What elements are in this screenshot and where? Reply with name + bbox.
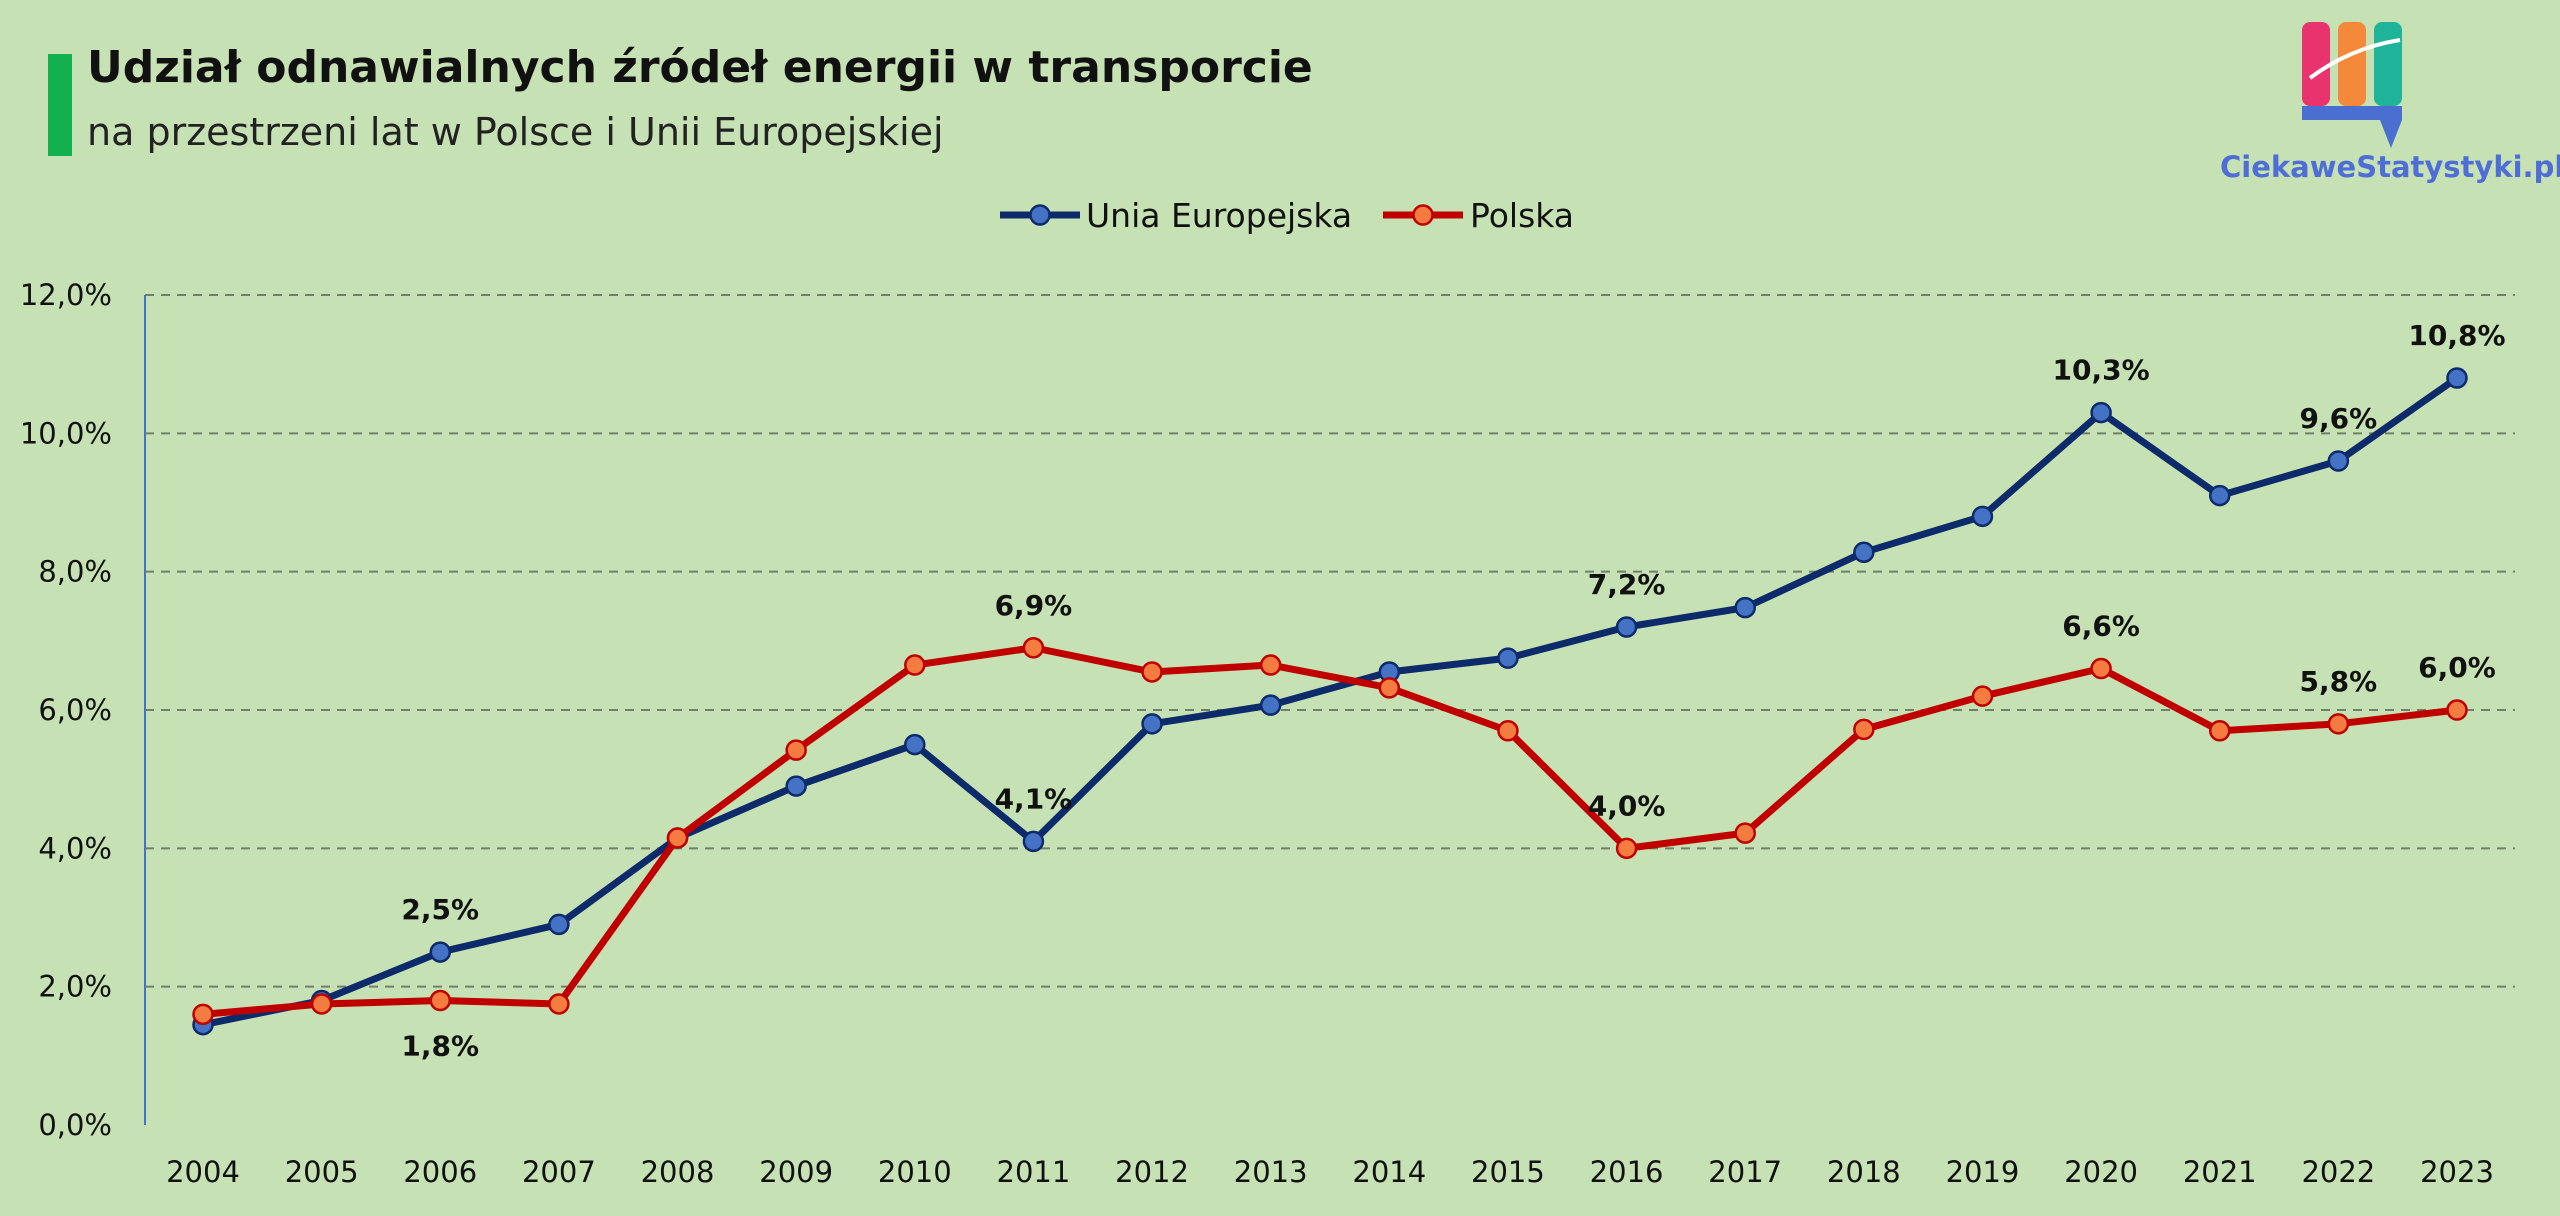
data-point-eu <box>1022 830 1045 853</box>
logo: CiekaweStatystyki.pl <box>2220 18 2560 198</box>
y-tick-label: 6,0% <box>38 693 112 727</box>
legend-marker-eu <box>1029 204 1051 226</box>
data-point-pl <box>666 827 689 849</box>
x-tick-label: 2023 <box>2420 1155 2494 1189</box>
x-tick-label: 2017 <box>1708 1155 1782 1189</box>
x-tick-label: 2011 <box>997 1155 1071 1189</box>
data-point-pl <box>785 739 807 761</box>
data-point-pl <box>1734 822 1756 844</box>
data-label-eu: 10,3% <box>2053 354 2150 387</box>
data-point-eu <box>2208 484 2231 507</box>
data-point-pl <box>1259 654 1282 676</box>
data-point-pl <box>1853 718 1875 741</box>
data-point-pl <box>1615 837 1638 860</box>
data-label-pl: 4,0% <box>1588 789 1666 822</box>
data-point-eu <box>1497 647 1519 669</box>
data-label-eu: 9,6% <box>2300 402 2378 435</box>
data-point-eu <box>1259 694 1282 716</box>
y-tick-label: 2,0% <box>38 970 112 1004</box>
series-line-eu <box>202 375 2460 1029</box>
y-tick-label: 12,0% <box>20 278 112 312</box>
data-point-pl <box>1141 661 1163 683</box>
data-point-eu <box>548 913 570 936</box>
y-tick-label: 10,0% <box>20 416 112 450</box>
x-tick-label: 2018 <box>1827 1155 1901 1189</box>
data-point-eu <box>2090 401 2112 424</box>
data-point-eu <box>904 733 926 756</box>
logo-icon <box>2302 22 2402 148</box>
x-tick-label: 2015 <box>1471 1155 1545 1189</box>
data-label-eu: 7,2% <box>1588 568 1666 601</box>
data-point-pl <box>548 993 570 1015</box>
y-tick-label: 8,0% <box>38 555 112 589</box>
title-accent-bar <box>48 54 72 156</box>
y-tick-label: 4,0% <box>38 831 112 865</box>
chart-subtitle: na przestrzeni lat w Polsce i Unii Europ… <box>87 110 944 154</box>
data-point-pl <box>1022 637 1045 659</box>
x-tick-label: 2009 <box>759 1155 833 1189</box>
data-point-eu <box>2446 367 2468 389</box>
data-point-eu <box>1141 713 1163 735</box>
data-point-eu <box>2327 450 2350 472</box>
x-tick-label: 2005 <box>285 1155 359 1189</box>
data-point-eu <box>429 941 452 963</box>
data-point-eu <box>1853 541 1875 564</box>
chart-title: Udział odnawialnych źródeł energii w tra… <box>87 42 1313 93</box>
x-tick-label: 2007 <box>522 1155 596 1189</box>
legend-label-pl: Polska <box>1470 196 1574 235</box>
x-tick-label: 2019 <box>1946 1155 2020 1189</box>
x-tick-label: 2010 <box>878 1155 952 1189</box>
data-point-pl <box>429 989 452 1012</box>
x-tick-label: 2006 <box>403 1155 477 1189</box>
x-tick-label: 2021 <box>2183 1155 2257 1189</box>
data-point-eu <box>785 775 807 797</box>
legend-label-eu: Unia Europejska <box>1086 196 1352 235</box>
data-point-eu <box>1615 616 1638 638</box>
y-tick-label: 0,0% <box>38 1108 112 1142</box>
data-point-pl <box>1497 720 1519 742</box>
x-tick-label: 2020 <box>2064 1155 2138 1189</box>
data-point-pl <box>2208 720 2231 742</box>
x-tick-label: 2012 <box>1115 1155 1189 1189</box>
x-tick-label: 2004 <box>166 1155 240 1189</box>
data-point-pl <box>2327 713 2350 735</box>
data-point-pl <box>192 1003 214 1026</box>
data-point-pl <box>310 993 333 1015</box>
data-label-pl: 6,9% <box>995 589 1073 622</box>
series-line-pl <box>202 644 2458 1018</box>
data-label-pl: 1,8% <box>401 1030 479 1063</box>
x-tick-label: 2013 <box>1234 1155 1308 1189</box>
x-tick-label: 2014 <box>1352 1155 1426 1189</box>
data-label-eu: 10,8% <box>2408 319 2505 352</box>
logo-text: CiekaweStatystyki.pl <box>2220 150 2560 184</box>
x-tick-label: 2008 <box>641 1155 715 1189</box>
data-point-eu <box>1734 596 1756 619</box>
legend-marker-pl <box>1412 204 1434 226</box>
data-point-pl <box>904 654 926 676</box>
x-tick-label: 2016 <box>1590 1155 1664 1189</box>
data-point-pl <box>1378 677 1401 699</box>
data-point-eu <box>1971 505 1994 528</box>
data-point-pl <box>2446 699 2468 721</box>
data-label-pl: 6,0% <box>2418 651 2496 684</box>
data-point-pl <box>2090 657 2112 680</box>
data-label-eu: 2,5% <box>401 893 479 926</box>
data-label-pl: 6,6% <box>2062 610 2140 643</box>
data-label-eu: 4,1% <box>995 782 1073 815</box>
data-label-pl: 5,8% <box>2300 665 2378 698</box>
data-point-pl <box>1971 685 1994 707</box>
x-tick-label: 2022 <box>2301 1155 2375 1189</box>
